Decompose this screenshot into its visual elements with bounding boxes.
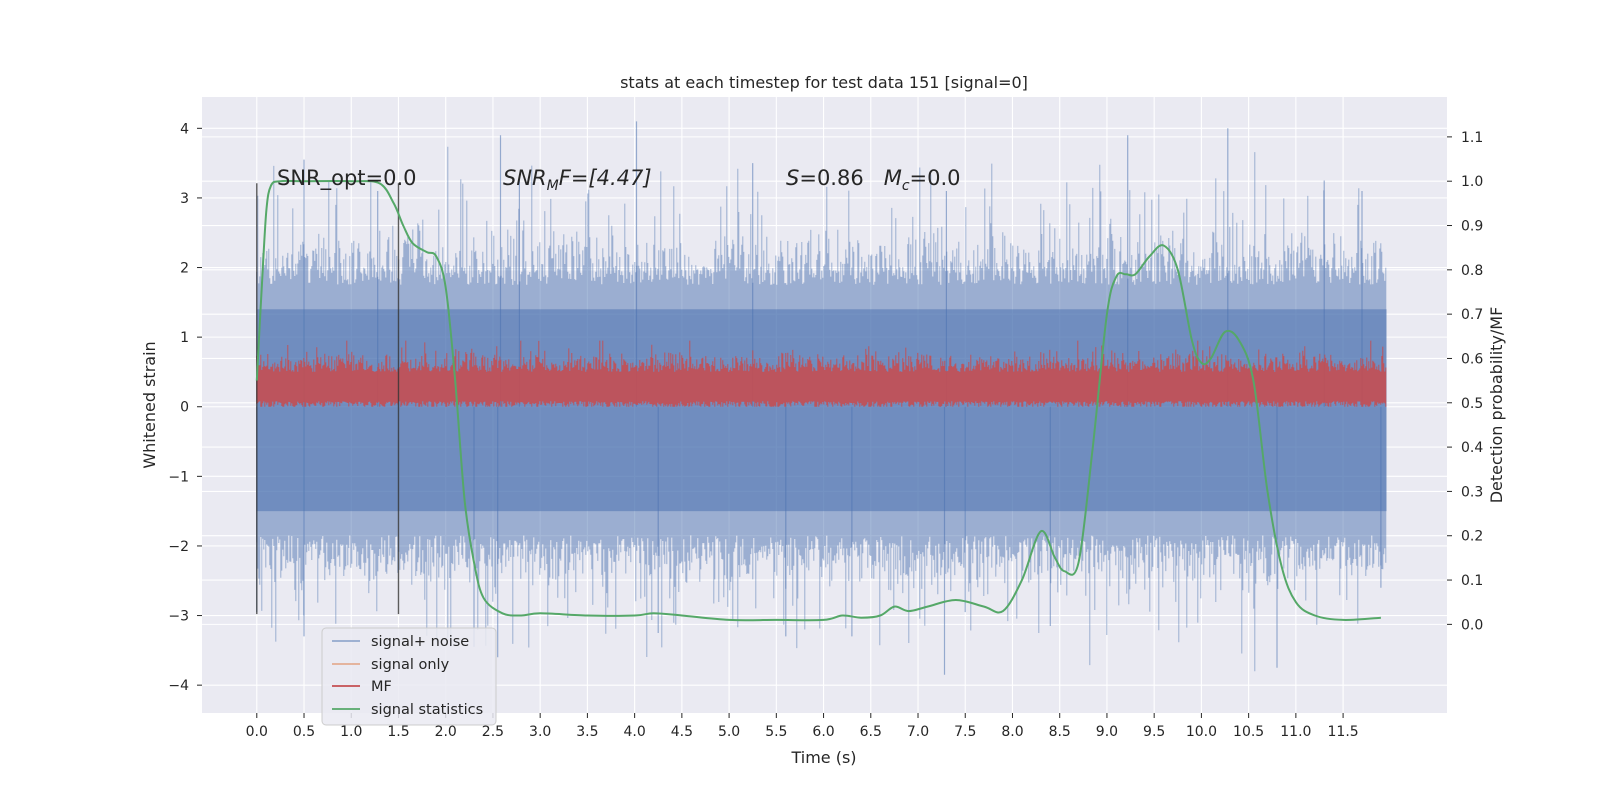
y-tick-label: 1: [180, 330, 189, 346]
y-tick-label: 4: [180, 121, 189, 137]
legend-label-mf: MF: [371, 679, 392, 695]
x-tick-label: 4.0: [623, 724, 645, 740]
right-y-tick-label: 1.1: [1461, 130, 1483, 146]
x-tick-label: 4.5: [671, 724, 693, 740]
noise-spikes: [256, 121, 1382, 675]
annotation-mc-value: =0.0: [910, 166, 961, 190]
y-tick-label: 3: [180, 191, 189, 207]
x-tick-label: 1.0: [340, 724, 362, 740]
x-tick-label: 2.0: [435, 724, 457, 740]
annotation-snr-mf-label: SNR: [503, 166, 547, 190]
x-tick-label: 10.5: [1233, 724, 1264, 740]
annotation-snr-mf-sub: M: [547, 178, 559, 194]
legend-item-signal-only: signal only: [332, 657, 450, 673]
x-tick-label: 7.0: [907, 724, 929, 740]
right-y-tick-label: 0.0: [1461, 617, 1483, 633]
x-tick-label: 11.5: [1328, 724, 1359, 740]
legend-label-signal-noise: signal+ noise: [371, 634, 469, 650]
x-tick-label: 11.0: [1280, 724, 1311, 740]
right-y-tick-label: 0.9: [1461, 219, 1483, 235]
right-y-tick-label: 0.8: [1461, 263, 1483, 279]
x-tick-label: 5.0: [718, 724, 740, 740]
y-tick-label: −3: [168, 609, 189, 625]
annotation-snr-mf-value: F=[4.47]: [559, 166, 652, 190]
right-y-axis-label: Detection probability/MF: [1487, 307, 1506, 504]
x-tick-label: 6.5: [860, 724, 882, 740]
annotation-snr-mf: SNRMF=[4.47]: [503, 166, 652, 194]
right-y-axis-ticks: 1.1 1.0 0.9 0.8 0.7 0.6 0.5 0.4 0.3 0.2 0.1 0.0: [1447, 130, 1483, 633]
y-tick-label: 0: [180, 400, 189, 416]
x-tick-label: 7.5: [954, 724, 976, 740]
x-tick-label: 3.0: [529, 724, 551, 740]
x-tick-label: 9.0: [1096, 724, 1118, 740]
x-tick-label: 1.5: [387, 724, 409, 740]
x-tick-label: 2.5: [482, 724, 504, 740]
series-signal-statistics: [255, 179, 1381, 622]
annotation-s-value: =0.86: [799, 166, 863, 190]
signal-statistics-line: [255, 179, 1381, 622]
right-y-tick-label: 1.0: [1461, 174, 1483, 190]
legend-item-mf: MF: [332, 679, 392, 695]
y-tick-label: 2: [180, 261, 189, 277]
x-tick-label: 0.5: [293, 724, 315, 740]
x-tick-label: 9.5: [1143, 724, 1165, 740]
legend-box: [321, 627, 497, 726]
legend-item-signal-noise: signal+ noise: [332, 634, 469, 650]
chart-title: stats at each timestep for test data 151…: [620, 73, 1028, 92]
right-y-tick-label: 0.3: [1461, 484, 1483, 500]
right-y-tick-label: 0.6: [1461, 351, 1483, 367]
x-axis-label: Time (s): [790, 748, 856, 767]
x-axis-ticks: 0.0 0.5 1.0 1.5 2.0 2.5 3.0 3.5 4.0 4.5 5.0 5.5 6.0 6…: [246, 713, 1359, 740]
annotation-s-label: S: [786, 166, 799, 190]
marker-lines: [256, 183, 400, 615]
x-tick-label: 6.0: [812, 724, 834, 740]
annotation-mc-label: M: [884, 166, 902, 190]
right-y-tick-label: 0.1: [1461, 573, 1483, 589]
annotation-snr-opt: SNR_opt=0.0: [277, 166, 417, 191]
legend-label-signal-only: signal only: [371, 657, 450, 673]
y-tick-label: −1: [168, 469, 189, 485]
right-y-tick-label: 0.5: [1461, 396, 1483, 412]
x-tick-label: 3.5: [576, 724, 598, 740]
right-y-tick-label: 0.2: [1461, 529, 1483, 545]
annotation-s: S=0.86 Mc=0.0: [786, 166, 961, 194]
x-tick-label: 8.0: [1001, 724, 1023, 740]
x-tick-label: 5.5: [765, 724, 787, 740]
annotation-mc-sub: c: [902, 178, 910, 194]
legend-label-signal-statistics: signal statistics: [371, 702, 483, 718]
x-tick-label: 0.0: [246, 724, 268, 740]
y-tick-label: −4: [168, 678, 189, 694]
right-y-tick-label: 0.4: [1461, 440, 1483, 456]
y-axis-label: Whitened strain: [140, 341, 159, 468]
x-tick-label: 8.5: [1049, 724, 1071, 740]
legend: signal+ noise signal only MF signal stat…: [321, 627, 497, 726]
right-y-tick-label: 0.7: [1461, 307, 1483, 323]
y-tick-label: −2: [168, 539, 189, 555]
x-tick-label: 10.0: [1186, 724, 1217, 740]
legend-item-signal-statistics: signal statistics: [332, 702, 483, 718]
y-axis-ticks: 4 3 2 1 0 −1 −2 −3 −4: [168, 121, 202, 694]
